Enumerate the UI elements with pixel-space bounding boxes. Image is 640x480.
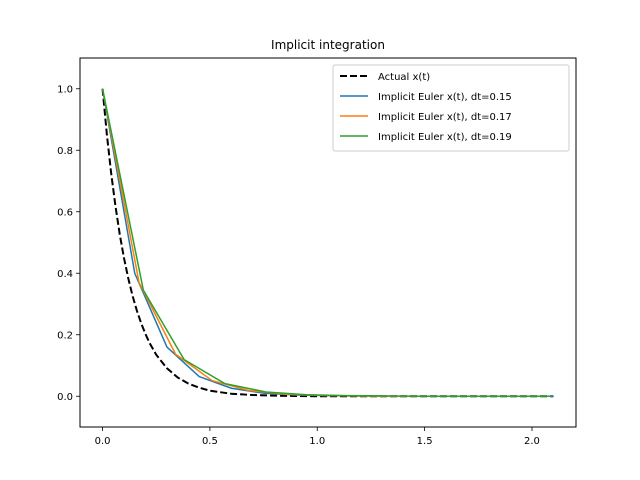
y-tick-label: 0.0: [57, 392, 73, 403]
x-tick-label: 1.0: [309, 436, 325, 447]
x-tick-label: 1.5: [417, 436, 433, 447]
axes-frame: [79, 57, 577, 428]
legend-label-1: Implicit Euler x(t), dt=0.15: [378, 92, 512, 103]
legend: Actual x(t) Implicit Euler x(t), dt=0.15 I…: [332, 64, 570, 152]
plot-area: [101, 88, 554, 398]
legend-box: [332, 64, 570, 152]
y-tick-label: 1.0: [57, 84, 73, 95]
y-tick-label: 0.6: [57, 207, 73, 218]
x-tick-label: 0.5: [202, 436, 218, 447]
x-tick-label: 2.0: [524, 436, 540, 447]
chart-title: Implicit integration: [271, 38, 385, 52]
y-tick-label: 0.4: [57, 269, 73, 280]
legend-label-2: Implicit Euler x(t), dt=0.17: [378, 112, 512, 123]
x-tick-label: 0.0: [95, 436, 111, 447]
legend-label-3: Implicit Euler x(t), dt=0.19: [378, 132, 512, 143]
y-axis: 0.0 0.2 0.4 0.6 0.8 1.0: [57, 84, 80, 403]
legend-label-0: Actual x(t): [378, 72, 430, 83]
y-tick-label: 0.2: [57, 330, 73, 341]
series-line-3: [101, 88, 552, 397]
x-axis: 0.0 0.5 1.0 1.5 2.0: [95, 427, 540, 447]
y-tick-label: 0.8: [57, 146, 73, 157]
